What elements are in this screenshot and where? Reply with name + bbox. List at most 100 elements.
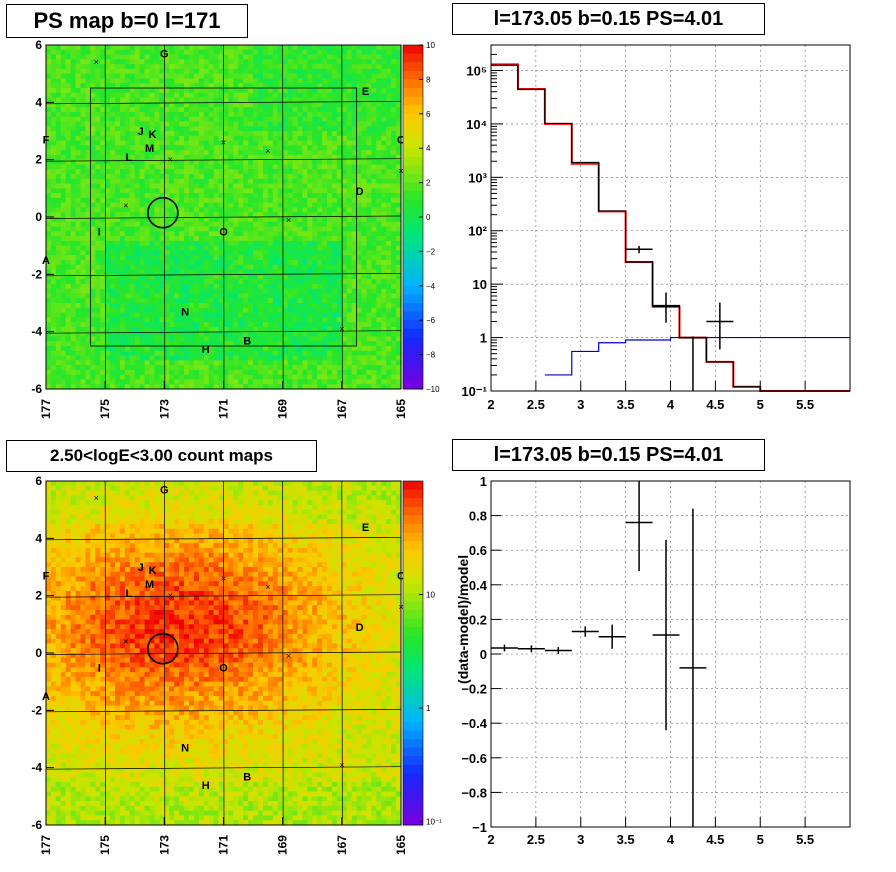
ps_map-ytick-label: 6: [35, 38, 42, 52]
spectrum-ytick-label: 10⁵: [466, 63, 487, 78]
colorbar-segment: [403, 70, 423, 80]
source-cross-marker: ×: [123, 201, 128, 211]
count_map-meridian: [104, 480, 107, 826]
source-cross-marker: ×: [339, 760, 344, 770]
colorbar-segment: [403, 131, 423, 141]
colorbar-frame: [402, 480, 424, 826]
colorbar-segment: [403, 260, 423, 270]
colorbar-segment: [403, 191, 423, 201]
ps_map-xtick-label: 167: [335, 399, 349, 419]
residual-title: l=173.05 b=0.15 PS=4.01: [452, 439, 765, 471]
source-label-O: O: [219, 662, 228, 674]
colorbar-segment: [403, 704, 423, 714]
colorbar-segment: [403, 541, 423, 551]
ps_map-xtick-label: 165: [394, 399, 408, 419]
ps_map-parallel: [45, 158, 402, 162]
ps_map-cells: [46, 45, 402, 390]
ps_map-ytick-label: 4: [35, 95, 42, 109]
residual-xtick-label: 4: [667, 832, 675, 847]
spectrum-xtick-label: 4.5: [706, 397, 724, 412]
count_map-xtick-label: 171: [217, 835, 231, 855]
ps_map-ytick-label: 2: [35, 153, 42, 167]
source-cross-marker: ×: [94, 493, 99, 503]
colorbar-segment: [403, 354, 423, 364]
spectrum-xtick-label: 3: [577, 397, 584, 412]
source-label-C: C: [397, 571, 405, 583]
residual-xtick-label: 3.5: [617, 832, 635, 847]
residual-ylabel: (data-model)/model: [455, 555, 471, 684]
colorbar-tick-label: −4: [426, 282, 436, 291]
count_map-xtick-label: 167: [335, 835, 349, 855]
colorbar-tick-label: −8: [426, 351, 436, 360]
colorbar-segment: [403, 670, 423, 680]
spectrum-ytick-label: 10²: [468, 224, 487, 239]
colorbar-segment: [403, 199, 423, 209]
source-label-C: C: [397, 135, 405, 147]
source-label-A: A: [42, 691, 50, 703]
colorbar-segment: [403, 678, 423, 688]
source-label-I: I: [98, 226, 101, 238]
source-label-N: N: [181, 743, 189, 755]
colorbar-segment: [403, 601, 423, 611]
colorbar-tick-label: 10: [426, 591, 435, 600]
colorbar-segment: [403, 498, 423, 508]
residual-ytick-label: 0.4: [469, 578, 488, 593]
target-circle: [147, 196, 179, 229]
colorbar-segment: [403, 764, 423, 774]
residual-ytick-label: 1: [480, 474, 487, 489]
count_map-parallel: [45, 708, 402, 713]
colorbar-segment: [403, 635, 423, 645]
count_map-xtick-label: 169: [276, 835, 290, 855]
count_map-xtick-label: 177: [39, 835, 53, 855]
colorbar-segment: [403, 575, 423, 585]
colorbar-segment: [403, 816, 423, 826]
colorbar-segment: [403, 584, 423, 594]
colorbar-segment: [403, 610, 423, 620]
count_map-ytick-label: -4: [31, 761, 42, 775]
colorbar-segment: [403, 337, 423, 347]
ps_map-xtick-label: 169: [276, 399, 290, 419]
colorbar-segment: [403, 96, 423, 106]
colorbar-segment: [403, 88, 423, 98]
count_map-ytick-label: 0: [35, 646, 42, 660]
source-label-M: M: [145, 579, 154, 591]
colorbar-tick-label: −10: [426, 385, 440, 394]
residual-ytick-label: −0.2: [461, 682, 487, 697]
colorbar-segment: [403, 592, 423, 602]
count_map-xtick-label: 173: [157, 835, 171, 855]
count_map-parallel: [45, 766, 402, 770]
spectrum-ytick-label: 1: [480, 331, 487, 346]
count-map-title: 2.50<logE<3.00 count maps: [6, 440, 317, 472]
residual-ytick-label: −0.8: [461, 785, 487, 800]
colorbar-segment: [403, 320, 423, 330]
spectrum-xtick-label: 5: [757, 397, 764, 412]
count_map-ytick-label: 2: [35, 589, 42, 603]
colorbar-segment: [403, 268, 423, 278]
colorbar-segment: [403, 773, 423, 783]
colorbar-segment: [403, 558, 423, 568]
ps_map-ytick-label: 0: [35, 210, 42, 224]
target-circle: [147, 632, 179, 665]
source-label-F: F: [43, 135, 50, 147]
colorbar-segment: [403, 165, 423, 175]
residual-xtick-label: 5: [757, 832, 764, 847]
colorbar-segment: [403, 730, 423, 740]
colorbar-segment: [403, 481, 423, 491]
source-cross-marker: ×: [221, 137, 226, 147]
residual-ytick-label: 0.2: [469, 612, 487, 627]
colorbar-segment: [403, 713, 423, 723]
ps_map-ytick-label: -6: [31, 382, 42, 396]
count_map-ytick-label: 6: [35, 474, 42, 488]
colorbar-segment: [403, 217, 423, 227]
source-label-B: B: [243, 335, 251, 347]
source-cross-marker: ×: [286, 651, 291, 661]
source-label-I: I: [98, 662, 101, 674]
count_map-ytick-label: -6: [31, 818, 42, 832]
source-label-F: F: [43, 571, 50, 583]
residual-ytick-label: −0.4: [461, 716, 487, 731]
colorbar-segment: [403, 311, 423, 321]
ps_map-xtick-label: 173: [157, 399, 171, 419]
ps_map-parallel: [45, 215, 402, 219]
colorbar-tick-label: 10⁻¹: [426, 818, 442, 827]
colorbar-segment: [403, 62, 423, 72]
